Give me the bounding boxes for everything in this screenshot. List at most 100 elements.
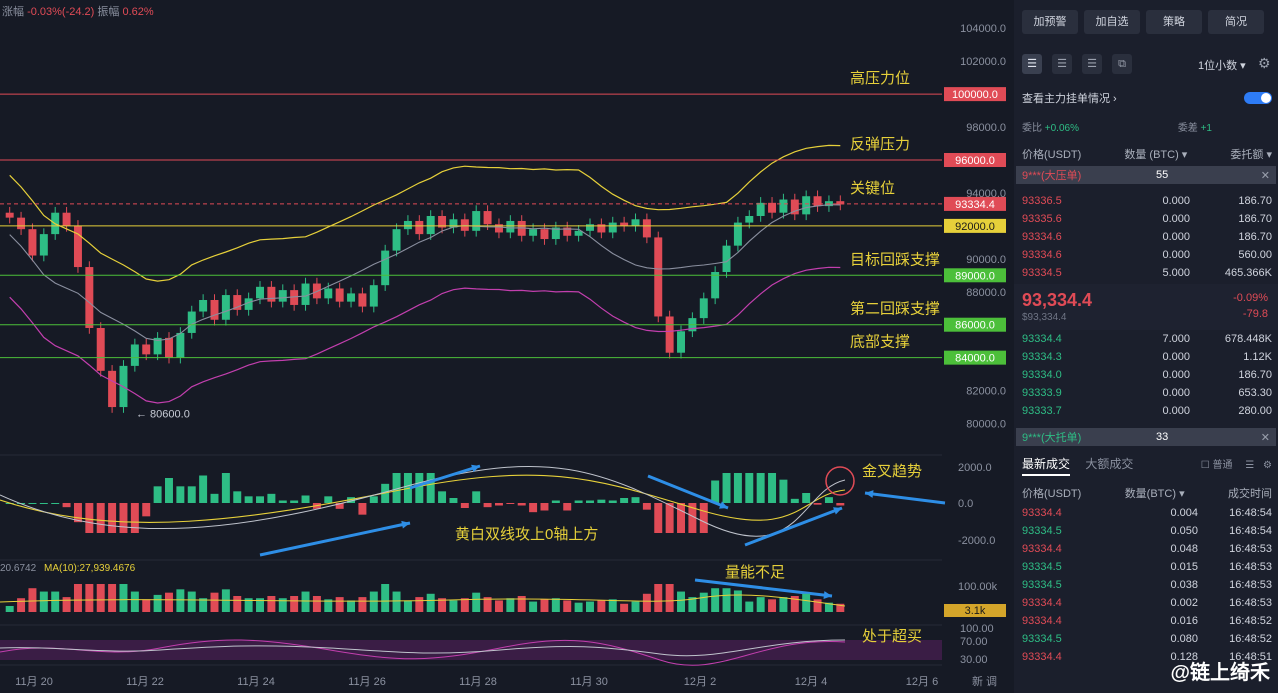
main-orders-toggle[interactable]: [1244, 92, 1272, 104]
normal-checkbox[interactable]: ☐: [1200, 460, 1210, 471]
asks-only-icon[interactable]: ☰: [1082, 54, 1102, 74]
big-sell-bar: 9***(大压单) 55 ✕: [1016, 166, 1276, 184]
arrow-icon: [647, 474, 729, 510]
both-sides-icon[interactable]: ☰: [1022, 54, 1042, 74]
diff-label: 委差: [1177, 123, 1198, 134]
volume-bar: [426, 593, 435, 612]
trade-row[interactable]: 93334.4 0.002 16:48:53: [1022, 594, 1272, 612]
big-sell-label: 9***(大压单): [1022, 170, 1082, 182]
close-icon[interactable]: ✕: [1260, 431, 1270, 444]
price-chart[interactable]: 104000.0102000.098000.094000.090000.0880…: [0, 0, 1012, 693]
macd-bar: [347, 497, 356, 503]
level-label: 84000.0: [955, 353, 995, 365]
volume-bar: [642, 593, 651, 612]
candle-body: [28, 229, 37, 256]
row-price: 93336.5: [1022, 195, 1062, 207]
macd-bar: [119, 503, 128, 533]
volume-bar: [51, 591, 60, 612]
trade-header-qty[interactable]: 数量(BTC) ▾: [1124, 488, 1185, 500]
trade-row[interactable]: 93334.5 0.080 16:48:52: [1022, 630, 1272, 648]
gear-icon[interactable]: ⚙: [1263, 460, 1272, 471]
candle-body: [733, 222, 742, 246]
main-orders-row[interactable]: 查看主力挂单情况 ›: [1022, 90, 1272, 106]
row-qty: 0.050: [1170, 525, 1198, 537]
macd-bar: [244, 496, 253, 503]
macd-bar: [654, 503, 663, 533]
macd-bar: [278, 500, 287, 503]
chart-area[interactable]: 104000.0 102000.0 98000.0 94000.0 90000.0 880…: [0, 0, 1012, 693]
level-label: 86000.0: [955, 320, 995, 332]
volume-bar: [506, 598, 515, 612]
last-change-abs: -79.8: [1242, 308, 1268, 320]
alert-button[interactable]: 加预警: [1022, 10, 1078, 34]
bid-row[interactable]: 93334.4 7.000 678.448K: [1022, 330, 1272, 348]
volume-bar: [39, 591, 48, 612]
candle-body: [17, 217, 26, 230]
filter-icon[interactable]: ☰: [1245, 460, 1255, 471]
candle-body: [153, 337, 162, 355]
bid-row[interactable]: 93334.3 0.000 1.12K: [1022, 348, 1272, 366]
row-price: 93334.6: [1022, 249, 1062, 261]
trade-row[interactable]: 93334.4 0.128 16:48:51: [1022, 648, 1272, 666]
bid-row[interactable]: 93333.7 0.000 280.00: [1022, 402, 1272, 420]
candle-body: [768, 202, 777, 213]
ask-row[interactable]: 93335.6 0.000 186.70: [1022, 210, 1272, 228]
level-label: 100000.0: [952, 89, 998, 101]
macd-bar: [39, 503, 48, 504]
decimal-select[interactable]: 1位小数 ▾: [1198, 60, 1246, 72]
trade-row[interactable]: 93334.4 0.048 16:48:53: [1022, 540, 1272, 558]
last-price: 93,334.4: [1022, 290, 1093, 310]
trade-row[interactable]: 93334.4 0.016 16:48:52: [1022, 612, 1272, 630]
ask-row[interactable]: 93334.6 0.000 560.00: [1022, 246, 1272, 264]
row-total: 16:48:52: [1229, 633, 1272, 645]
volume-bar: [392, 591, 401, 612]
macd-bar: [540, 503, 549, 511]
ask-row[interactable]: 93336.5 0.000 186.70: [1022, 192, 1272, 210]
ask-row[interactable]: 93334.5 5.000 465.366K: [1022, 264, 1272, 282]
candle-body: [210, 300, 219, 320]
macd-bar: [199, 475, 208, 503]
last-change-pct: -0.09%: [1233, 292, 1268, 304]
trade-row[interactable]: 93334.5 0.015 16:48:53: [1022, 558, 1272, 576]
x-tick-label: 11月 22: [126, 676, 164, 688]
volume-bar: [62, 597, 71, 612]
action-buttons: 加预警 加自选 策略 简况: [1022, 10, 1264, 34]
strategy-button[interactable]: 策略: [1146, 10, 1202, 34]
watchlist-button[interactable]: 加自选: [1084, 10, 1140, 34]
volume-bar: [711, 588, 720, 612]
macd-bar: [824, 497, 833, 503]
macd-bar: [620, 498, 629, 503]
volume-bar: [187, 591, 196, 612]
macd-bar: [722, 473, 731, 503]
bids-only-icon[interactable]: ☰: [1052, 54, 1072, 74]
bid-row[interactable]: 93333.9 0.000 653.30: [1022, 384, 1272, 402]
big-buy-qty: 33: [1156, 431, 1169, 443]
candle-body: [631, 219, 640, 226]
depth-icon[interactable]: ⧉: [1112, 54, 1132, 74]
tab-large-trades[interactable]: 大额成交: [1085, 457, 1134, 471]
volume-ma-line: [0, 594, 846, 607]
ob-header-qty[interactable]: 数量 (BTC) ▾: [1124, 149, 1188, 161]
gear-icon[interactable]: ⚙: [1258, 55, 1271, 71]
volume-bar: [677, 591, 685, 612]
macd-bar: [711, 480, 720, 503]
bid-row[interactable]: 93334.0 0.000 186.70: [1022, 366, 1272, 384]
tab-latest-trades[interactable]: 最新成交: [1022, 457, 1071, 476]
trade-row[interactable]: 93334.5 0.038 16:48:53: [1022, 576, 1272, 594]
candle-body: [96, 328, 105, 371]
ob-header-total[interactable]: 委托额 ▾: [1230, 149, 1272, 161]
trade-row[interactable]: 93334.4 0.004 16:48:54: [1022, 504, 1272, 522]
volume-bar: [335, 597, 344, 612]
ask-row[interactable]: 93334.6 0.000 186.70: [1022, 228, 1272, 246]
ratio-value: +0.06%: [1044, 123, 1079, 134]
macd-tick-label: 2000.0: [958, 462, 992, 474]
row-qty: 0.128: [1170, 651, 1198, 663]
overview-button[interactable]: 简况: [1208, 10, 1264, 34]
volume-bar: [153, 594, 162, 612]
trade-row[interactable]: 93334.5 0.050 16:48:54: [1022, 522, 1272, 540]
close-icon[interactable]: ✕: [1260, 169, 1270, 182]
macd-bar: [768, 473, 777, 503]
candle-body: [586, 224, 594, 231]
level-label: 89000.0: [955, 270, 995, 282]
row-price: 93334.4: [1022, 333, 1062, 345]
